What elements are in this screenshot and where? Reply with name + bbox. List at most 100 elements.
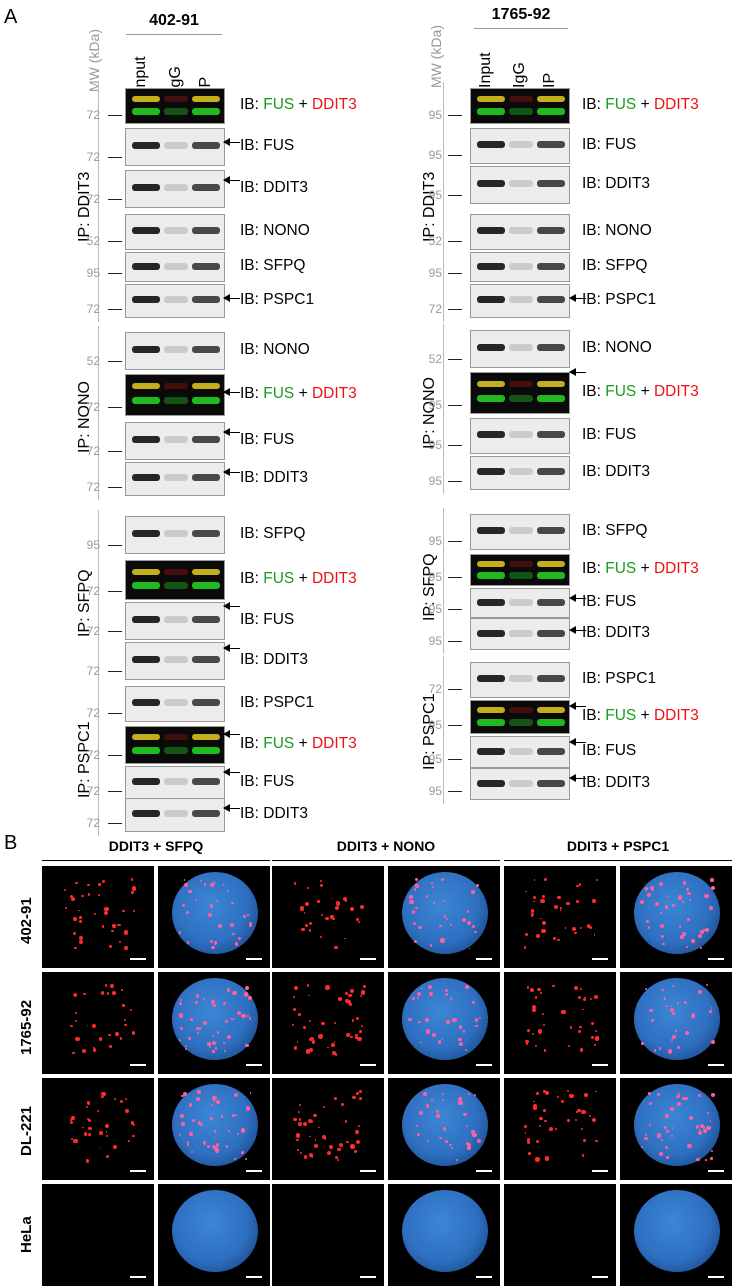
ib-label: IB: FUS — [582, 742, 636, 760]
lane-igg-right: IgG — [511, 62, 528, 88]
pla-signal-dot — [301, 927, 305, 931]
pla-signal-dot — [203, 1020, 208, 1025]
band — [132, 655, 160, 663]
mw-tick — [448, 309, 462, 310]
pla-signal-dot — [560, 1100, 564, 1104]
ddit3-label: DDIT3 — [311, 96, 357, 113]
mw-marker: 95 — [428, 784, 442, 798]
ib-label: IB: DDIT3 — [240, 179, 308, 197]
pla-signal-dot — [660, 924, 664, 929]
pla-signal-dot — [465, 1141, 469, 1145]
pla-signal-dot — [657, 1093, 661, 1097]
pla-signal-dot — [187, 889, 192, 894]
blot-fus — [470, 418, 570, 454]
pla-signal-dot — [551, 984, 555, 988]
pla-signal-dot — [359, 1090, 363, 1094]
pla-signal-dot — [425, 1017, 430, 1022]
mw-marker: 95 — [428, 438, 442, 452]
pla-signal-dot — [441, 1038, 444, 1041]
band-green — [477, 395, 505, 402]
pla-signal-dot — [216, 1100, 221, 1105]
mw-marker: 95 — [86, 538, 100, 552]
pla-signal-dot — [105, 1131, 108, 1133]
pla-signal-dot — [571, 927, 577, 932]
pla-signal-dot — [354, 1149, 358, 1153]
pla-signal-dot — [111, 990, 116, 995]
scale-bar — [360, 1276, 376, 1278]
pla-signal-dot — [206, 1144, 211, 1149]
pla-signal-dot — [692, 1012, 696, 1016]
pla-signal-dot — [81, 894, 84, 898]
band — [537, 629, 565, 637]
pla-signal-dot — [681, 931, 686, 936]
scale-bar — [708, 1064, 724, 1066]
pla-signal-dot — [105, 1154, 110, 1158]
pla-signal-dot — [592, 1117, 596, 1122]
pla-signal-dot — [97, 894, 100, 897]
pla-signal-dot — [536, 1140, 540, 1144]
pla-signal-dot — [356, 917, 360, 921]
mw-tick — [448, 241, 462, 242]
pla-signal-dot — [576, 900, 580, 904]
blot-nono — [125, 332, 225, 370]
ib-label: IB: PSPC1 — [240, 694, 314, 712]
pla-signal-dot — [186, 1144, 190, 1147]
pla-signal-dot — [344, 937, 347, 940]
band — [477, 629, 505, 637]
pla-signal-dot — [559, 909, 562, 911]
pla-signal-dot — [330, 897, 333, 900]
pla-signal-dot — [73, 1138, 78, 1144]
band — [509, 179, 533, 187]
pla-signal-dot — [664, 905, 669, 910]
band-yellow — [477, 707, 505, 714]
pla-signal-dot — [73, 993, 76, 997]
pla-signal-dot — [675, 1030, 678, 1033]
pla-signal-dot — [647, 926, 651, 929]
pla-signal-dot — [74, 881, 78, 885]
pla-signal-dot — [324, 916, 329, 921]
blot-sfpq — [125, 252, 225, 282]
mw-tick — [448, 481, 462, 482]
pla-signal-dot — [442, 1127, 446, 1131]
pla-signal-dot — [431, 885, 434, 888]
pla-signal-dot — [589, 1115, 592, 1118]
pla-signal-dot — [243, 914, 247, 919]
ib-label: IB: DDIT3 — [240, 805, 308, 823]
pla-signal-dot — [543, 1108, 546, 1112]
pla-signal-dot — [292, 1007, 296, 1011]
pla-signal-dot — [648, 1124, 651, 1126]
band-green — [537, 107, 565, 115]
micrograph-pla — [504, 866, 616, 968]
band-yellow — [132, 734, 160, 741]
pla-signal-dot — [414, 878, 418, 881]
pla-signal-dot — [104, 906, 109, 911]
pla-signal-dot — [663, 997, 667, 1000]
pla-signal-dot — [442, 899, 445, 902]
pla-signal-dot — [710, 1150, 713, 1153]
band — [132, 615, 160, 623]
pla-signal-dot — [421, 1124, 424, 1127]
pla-signal-dot — [465, 985, 469, 989]
ib-label: IB: FUS — [582, 136, 636, 154]
arrow-indicator — [569, 294, 586, 302]
pla-signal-dot — [93, 912, 97, 916]
pla-signal-dot — [352, 1095, 356, 1100]
pla-signal-dot — [540, 917, 542, 920]
ib-label: IB: DDIT3 — [582, 774, 650, 792]
pla-signal-dot — [428, 991, 433, 996]
pla-signal-dot — [313, 1143, 319, 1149]
band — [164, 778, 188, 786]
mw-marker: 72 — [86, 584, 100, 598]
pla-signal-dot — [217, 1031, 220, 1034]
pla-signal-dot — [640, 900, 645, 905]
mw-marker: 95 — [428, 266, 442, 280]
blot-pspc1 — [125, 284, 225, 318]
pla-signal-dot — [409, 899, 414, 904]
pla-signal-dot — [578, 882, 582, 886]
pla-signal-dot — [124, 1023, 127, 1027]
ib-text: IB: SFPQ — [240, 525, 306, 542]
band — [537, 296, 565, 304]
band — [477, 598, 505, 606]
ib-text: IB: PSPC1 — [240, 291, 315, 308]
arrow-indicator — [569, 774, 586, 782]
